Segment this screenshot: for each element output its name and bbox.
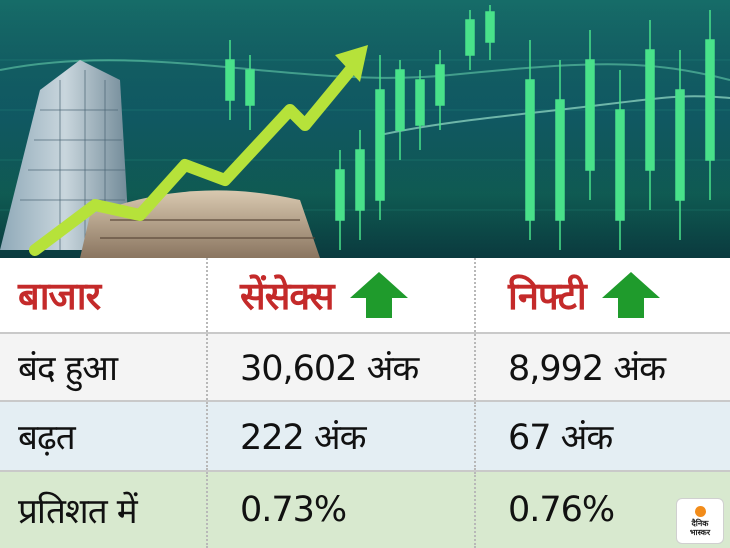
banner-image: [0, 0, 730, 258]
sensex-value-cell: 30,602 अंक: [208, 334, 476, 400]
table-row: बढ़त 222 अंक 67 अंक: [0, 402, 730, 472]
logo-line-2: भास्कर: [689, 527, 711, 537]
header-cell-sensex: सेंसेक्स: [208, 258, 476, 332]
up-arrow-icon: [600, 270, 662, 320]
sun-icon: [694, 505, 706, 517]
up-arrow-icon: [348, 270, 410, 320]
nifty-percent-value: 0.76%: [508, 490, 615, 530]
row-label-gain: बढ़त: [18, 417, 76, 458]
logo-line-1: दैनिक: [691, 518, 709, 528]
table-row: प्रतिशत में 0.73% 0.76%: [0, 472, 730, 548]
nifty-closed-value: 8,992 अंक: [508, 348, 666, 389]
table-header-row: बाजार सेंसेक्स निफ्टी: [0, 258, 730, 334]
header-market-label: बाजार: [18, 274, 101, 318]
nifty-value-cell: 8,992 अंक: [476, 334, 730, 400]
table-row: बंद हुआ 30,602 अंक 8,992 अंक: [0, 334, 730, 402]
market-summary-table: बाजार सेंसेक्स निफ्टी बंद हुआ 30,602 अंक…: [0, 258, 730, 548]
nifty-value-cell: 0.76%: [476, 472, 730, 548]
stock-market-illustration: [0, 0, 730, 258]
header-nifty-label: निफ्टी: [508, 274, 587, 318]
row-label-percent: प्रतिशत में: [18, 491, 138, 532]
dainik-bhaskar-logo: दैनिक भास्कर: [676, 498, 724, 544]
row-label-cell: प्रतिशत में: [0, 472, 208, 548]
nifty-gain-value: 67 अंक: [508, 417, 613, 458]
nifty-value-cell: 67 अंक: [476, 402, 730, 470]
sensex-value-cell: 0.73%: [208, 472, 476, 548]
row-label-cell: बंद हुआ: [0, 334, 208, 400]
sensex-percent-value: 0.73%: [240, 490, 347, 530]
row-label-closed: बंद हुआ: [18, 348, 118, 389]
header-sensex-label: सेंसेक्स: [240, 274, 335, 318]
sensex-gain-value: 222 अंक: [240, 417, 367, 458]
header-cell-market: बाजार: [0, 258, 208, 332]
sensex-value-cell: 222 अंक: [208, 402, 476, 470]
row-label-cell: बढ़त: [0, 402, 208, 470]
header-cell-nifty: निफ्टी: [476, 258, 730, 332]
sensex-closed-value: 30,602 अंक: [240, 348, 419, 389]
